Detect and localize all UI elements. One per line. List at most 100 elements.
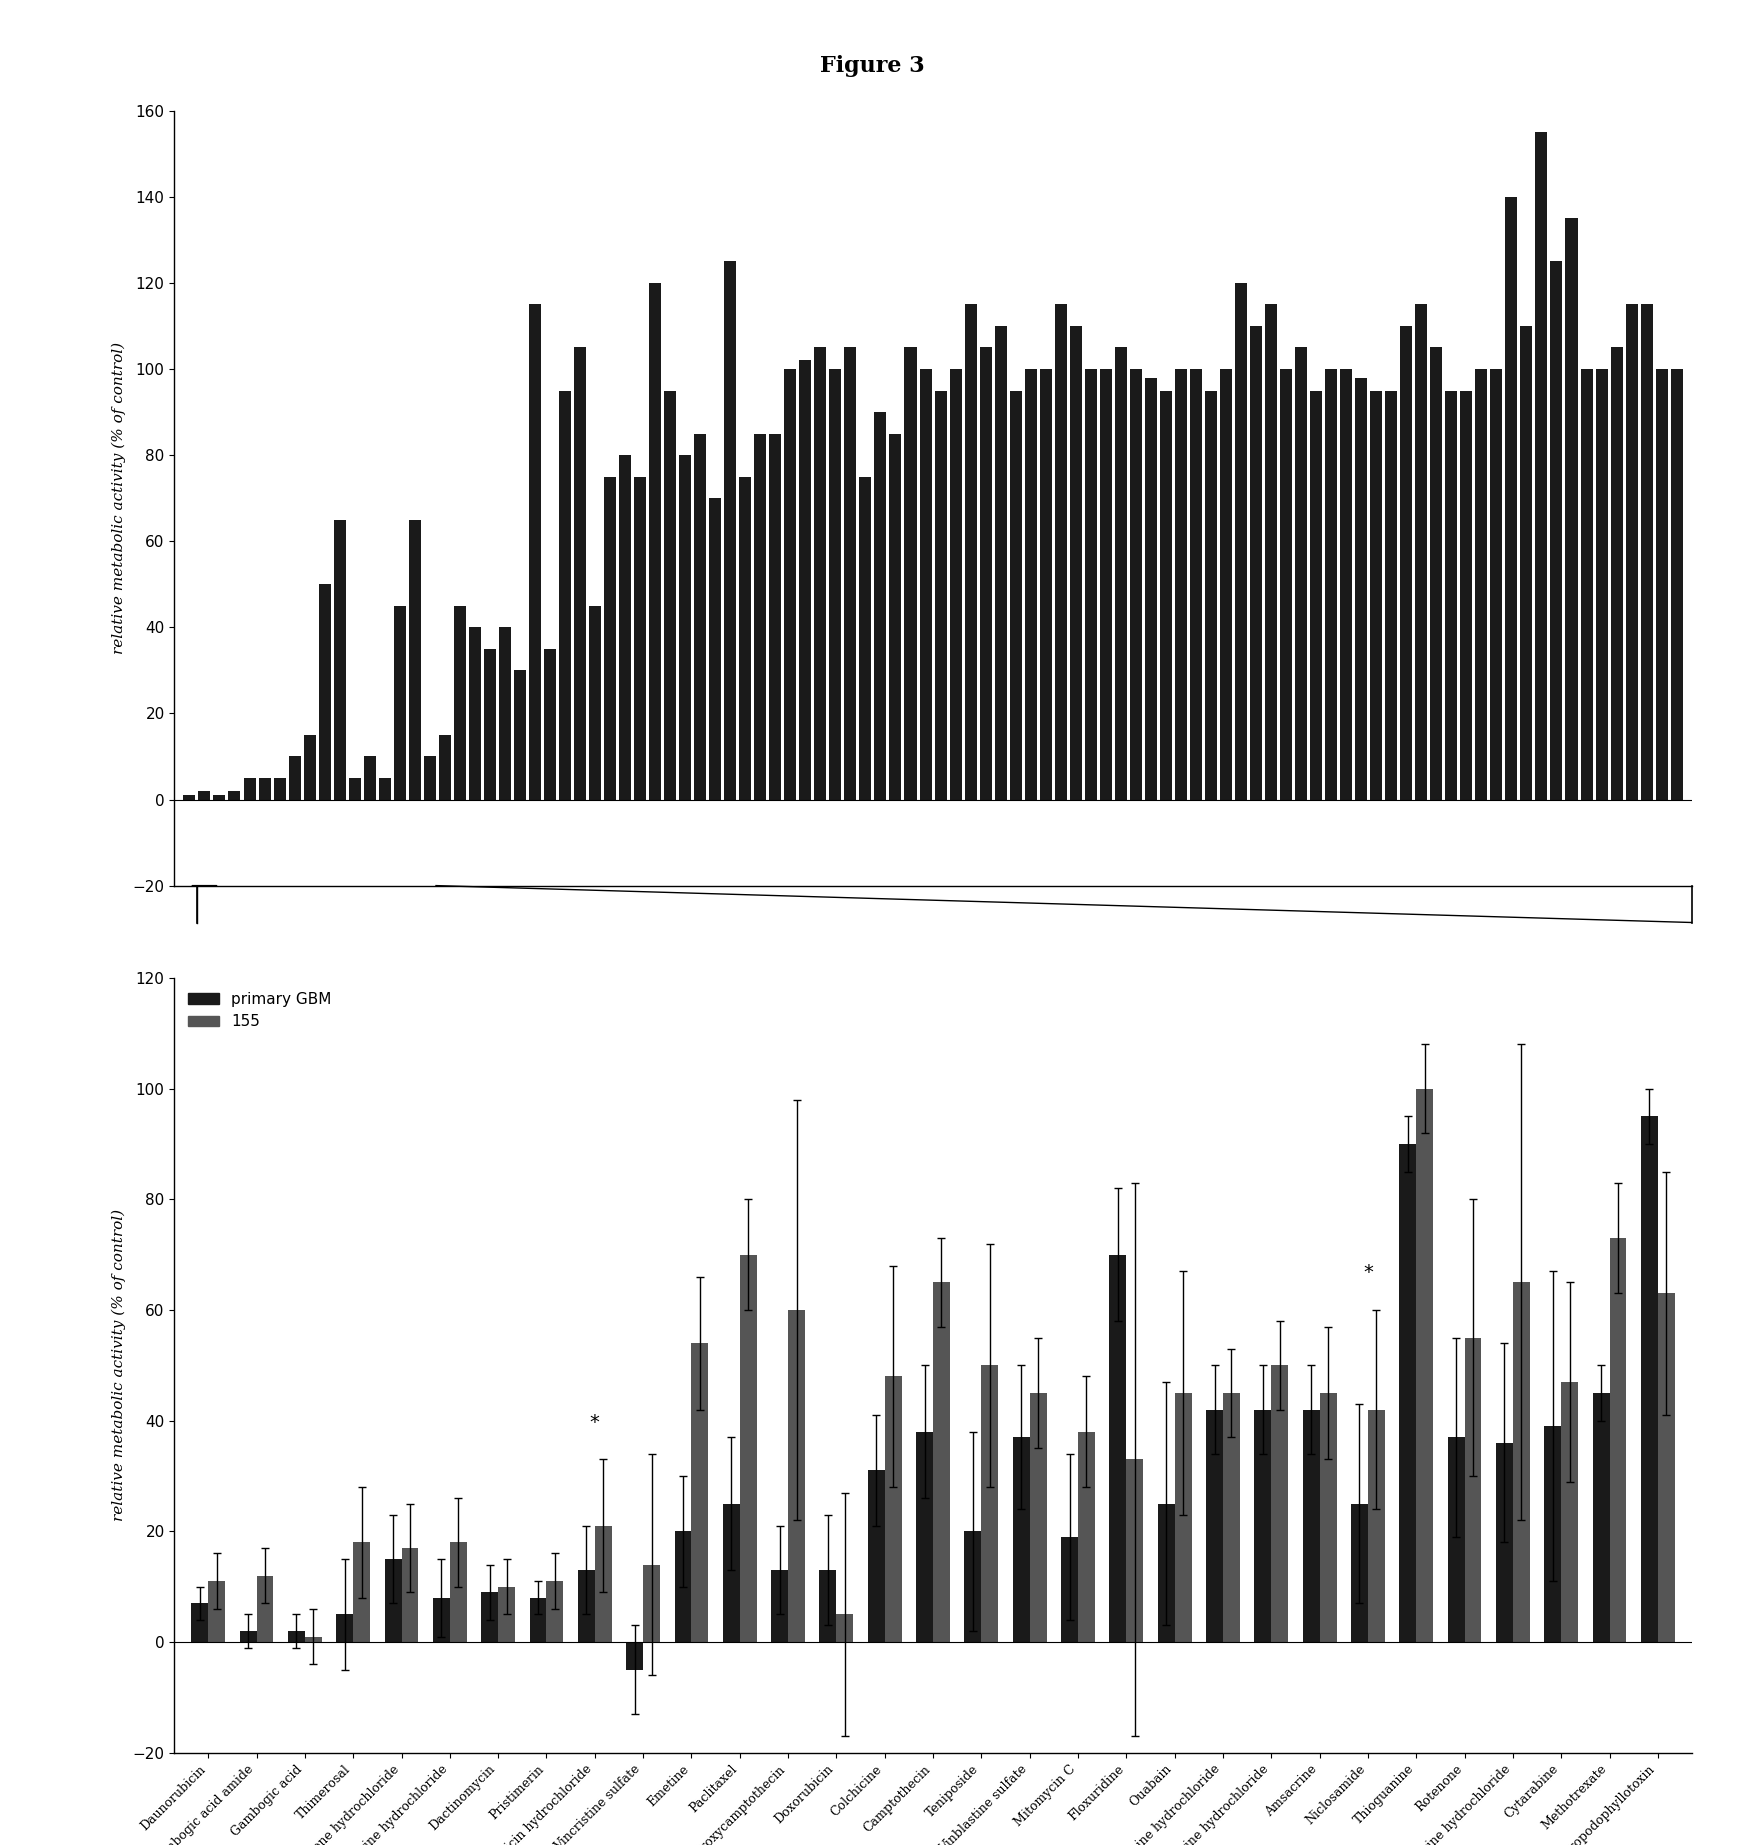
Bar (1655, 369, 1667, 799)
Bar (1671, 369, 1683, 799)
Bar (1505, 197, 1517, 799)
Bar (664, 391, 677, 799)
Bar (1416, 1089, 1434, 1642)
Bar (964, 1531, 982, 1642)
Bar (1460, 391, 1472, 799)
Bar (1659, 1293, 1674, 1642)
Bar (1223, 1393, 1240, 1642)
Y-axis label: relative metabolic activity (% of control): relative metabolic activity (% of contro… (112, 1208, 126, 1522)
Bar (1465, 1338, 1481, 1642)
Bar (1100, 369, 1113, 799)
Bar (1130, 369, 1142, 799)
Text: *: * (1364, 1264, 1373, 1282)
Bar (337, 1614, 354, 1642)
Bar (528, 304, 541, 799)
Bar (1625, 304, 1638, 799)
Bar (1512, 1282, 1529, 1642)
Bar (577, 1570, 595, 1642)
Bar (994, 327, 1006, 799)
Bar (722, 1504, 739, 1642)
Bar (319, 585, 331, 799)
Bar (1521, 327, 1533, 799)
Bar (1641, 1116, 1659, 1642)
Bar (1069, 327, 1081, 799)
Bar (1078, 1432, 1095, 1642)
Text: Figure 3: Figure 3 (820, 55, 924, 77)
Bar (574, 347, 586, 799)
Bar (1303, 1410, 1320, 1642)
Bar (869, 1470, 884, 1642)
Bar (274, 779, 286, 799)
Bar (1491, 369, 1502, 799)
Y-axis label: relative metabolic activity (% of control): relative metabolic activity (% of contro… (112, 341, 126, 655)
Bar (1367, 1410, 1385, 1642)
Bar (1355, 378, 1367, 799)
Bar (1561, 1382, 1578, 1642)
Bar (1271, 1365, 1289, 1642)
Bar (305, 1637, 323, 1642)
Bar (644, 1565, 659, 1642)
Bar (1430, 347, 1442, 799)
Bar (1013, 1437, 1029, 1642)
Bar (424, 756, 436, 799)
Bar (401, 1548, 419, 1642)
Bar (589, 605, 602, 799)
Bar (830, 369, 841, 799)
Bar (1160, 391, 1172, 799)
Bar (769, 434, 781, 799)
Bar (1235, 282, 1247, 799)
Bar (213, 795, 225, 799)
Bar (378, 779, 391, 799)
Bar (1025, 369, 1036, 799)
Bar (635, 476, 645, 799)
Bar (916, 1432, 933, 1642)
Bar (964, 304, 977, 799)
Bar (626, 1642, 644, 1670)
Bar (1029, 1393, 1046, 1642)
Bar (933, 1282, 950, 1642)
Bar (949, 369, 961, 799)
Bar (739, 476, 752, 799)
Bar (1055, 304, 1067, 799)
Bar (1352, 1504, 1367, 1642)
Bar (1310, 391, 1322, 799)
Bar (739, 1255, 757, 1642)
Bar (820, 1570, 837, 1642)
Bar (678, 456, 691, 799)
Bar (288, 756, 300, 799)
Bar (785, 369, 797, 799)
Bar (1158, 1504, 1175, 1642)
Bar (544, 649, 556, 799)
Bar (1596, 369, 1608, 799)
Bar (483, 649, 495, 799)
Bar (1205, 391, 1217, 799)
Bar (385, 1559, 401, 1642)
Bar (982, 1365, 998, 1642)
Bar (546, 1581, 563, 1642)
Bar (1610, 1238, 1627, 1642)
Bar (837, 1614, 853, 1642)
Bar (208, 1581, 225, 1642)
Bar (1339, 369, 1352, 799)
Bar (1207, 1410, 1223, 1642)
Bar (771, 1570, 788, 1642)
Bar (1416, 304, 1427, 799)
Bar (1320, 1393, 1336, 1642)
Bar (694, 434, 706, 799)
Bar (1085, 369, 1097, 799)
Bar (603, 476, 616, 799)
Bar (1175, 1393, 1191, 1642)
Bar (258, 779, 270, 799)
Bar (1127, 1459, 1144, 1642)
Bar (244, 779, 256, 799)
Bar (514, 670, 527, 799)
Bar (1399, 1144, 1416, 1642)
Bar (1060, 1537, 1078, 1642)
Bar (1641, 304, 1653, 799)
Bar (481, 1592, 499, 1642)
Bar (1039, 369, 1052, 799)
Bar (1543, 1426, 1561, 1642)
Bar (649, 282, 661, 799)
Bar (889, 434, 902, 799)
Bar (469, 627, 481, 799)
